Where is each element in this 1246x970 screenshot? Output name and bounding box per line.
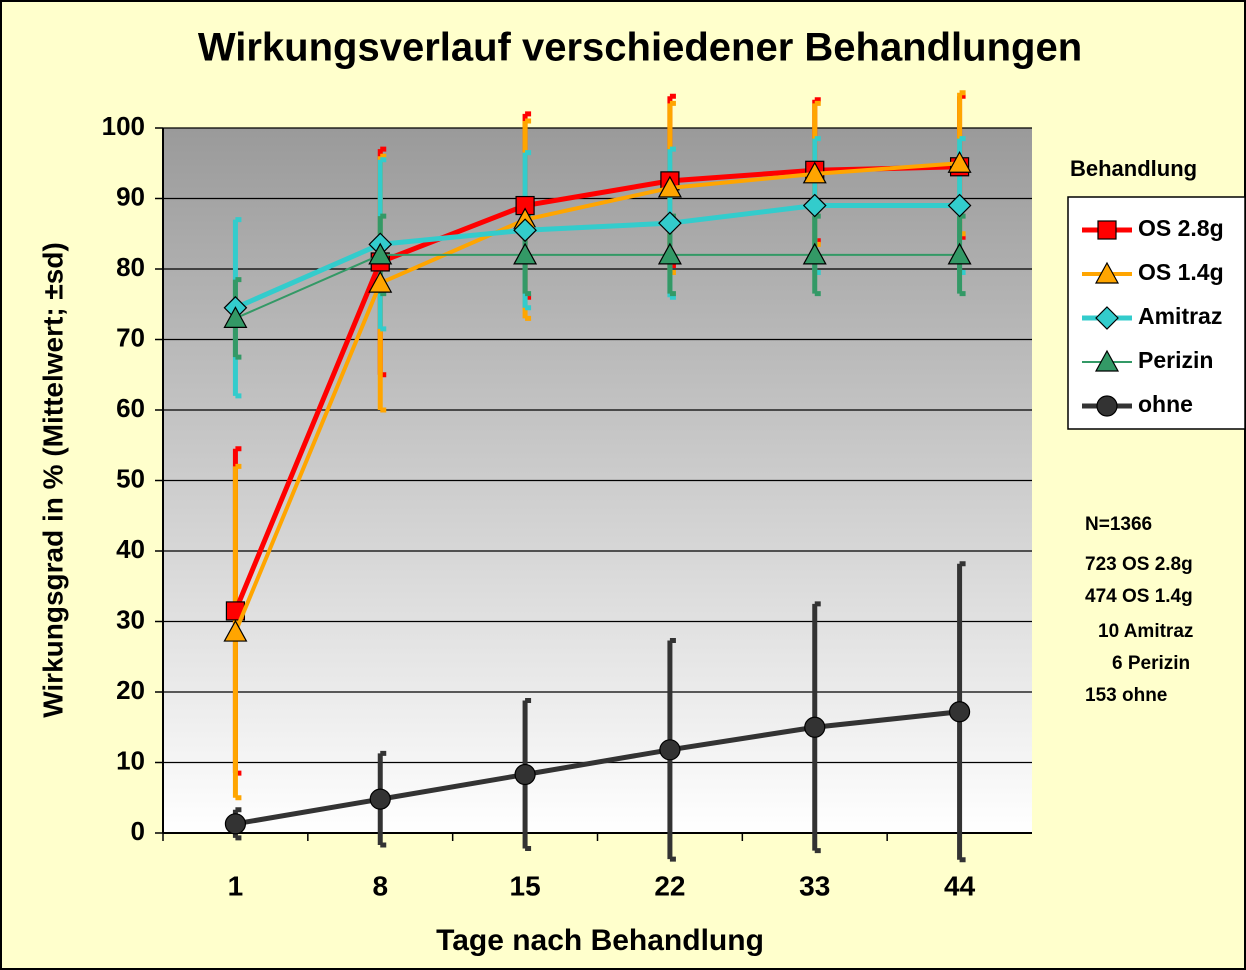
series-line [235, 253, 960, 320]
data-point [223, 306, 248, 328]
data-point [657, 242, 682, 265]
note: 6 Perizin [1112, 653, 1190, 674]
data-point [223, 619, 248, 642]
y-axis-label: Wirkungsgrad in % (Mittelwert; ±sd) [37, 242, 68, 718]
legend-label: OS 1.4g [1138, 259, 1224, 285]
series-line [233, 161, 960, 633]
y-tick-label: 10 [116, 745, 145, 775]
note: 153 ohne [1085, 685, 1167, 706]
data-point [369, 788, 391, 810]
data-point [804, 716, 826, 738]
x-axis-label: Tage nach Behandlung [436, 924, 764, 957]
note: 474 OS 1.4g [1085, 586, 1193, 607]
note: N=1366 [1085, 514, 1152, 535]
data-point [658, 211, 682, 236]
y-tick-label: 40 [116, 534, 145, 564]
data-point [802, 161, 827, 184]
note: 723 OS 2.8g [1085, 554, 1193, 575]
legend-label: Amitraz [1138, 303, 1222, 329]
data-point [659, 739, 681, 761]
series-line [234, 709, 960, 827]
legend-label: Perizin [1138, 347, 1213, 373]
legend-box [1067, 196, 1246, 430]
data-point [513, 242, 538, 265]
legend-marker [1097, 220, 1117, 240]
x-tick-label: 44 [944, 870, 976, 901]
legend-marker [1094, 261, 1120, 284]
note: 10 Amitraz [1098, 621, 1193, 642]
data-point [802, 193, 827, 218]
y-tick-label: 30 [116, 604, 145, 634]
y-tick-label: 50 [116, 463, 145, 493]
data-point [514, 763, 536, 786]
series-line [233, 164, 960, 612]
legend-label: OS 2.8g [1138, 215, 1224, 241]
x-tick-label: 1 [228, 870, 244, 901]
legend-label: ohne [1138, 391, 1193, 417]
y-tick-label: 60 [116, 393, 145, 423]
y-tick-label: 100 [102, 111, 145, 141]
chart-title: Wirkungsverlauf verschiedener Behandlung… [198, 26, 1082, 70]
data-point [947, 151, 972, 173]
data-point [224, 813, 247, 835]
y-tick-label: 70 [116, 322, 145, 352]
data-point [513, 218, 537, 243]
x-tick-label: 22 [654, 870, 685, 901]
series-line [234, 203, 960, 311]
data-point [947, 242, 972, 265]
data-point [802, 242, 827, 265]
data-point [368, 242, 393, 265]
y-tick-label: 20 [116, 675, 145, 705]
data-point [657, 175, 682, 198]
x-tick-label: 15 [510, 870, 541, 901]
legend-marker [1095, 306, 1119, 330]
data-point [947, 193, 972, 218]
y-tick-label: 80 [116, 252, 145, 282]
data-point [948, 701, 971, 723]
data-point [368, 270, 393, 293]
x-tick-label: 33 [799, 870, 830, 901]
y-tick-label: 90 [116, 181, 145, 211]
legend-marker [1094, 349, 1120, 372]
x-tick-label: 8 [372, 870, 388, 901]
legend-title: Behandlung [1070, 156, 1197, 181]
y-tick-label: 0 [131, 816, 145, 846]
legend-marker [1096, 395, 1118, 417]
